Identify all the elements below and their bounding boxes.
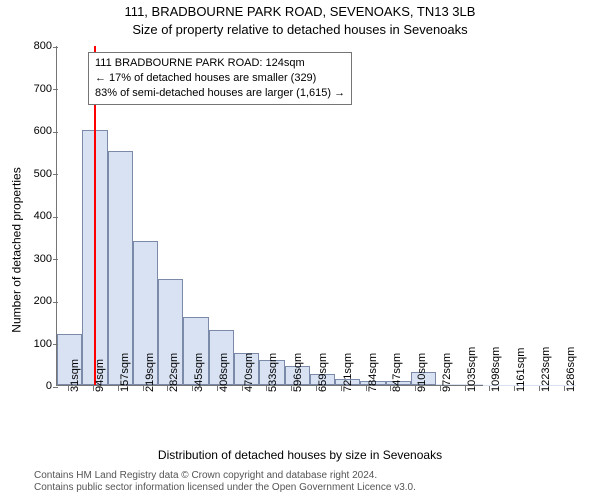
y-tick-label: 0 (24, 381, 52, 392)
y-tick-label: 400 (24, 211, 52, 222)
x-tick-label: 157sqm (119, 353, 131, 392)
x-tick-label: 408sqm (218, 353, 230, 392)
histogram-bar (108, 151, 133, 385)
x-tick-label: 1286sqm (565, 347, 577, 392)
x-tick-label: 1035sqm (466, 347, 478, 392)
footer-attribution: Contains HM Land Registry data © Crown c… (34, 470, 590, 493)
callout-line: 111 BRADBOURNE PARK ROAD: 124sqm (95, 56, 345, 71)
y-tick-label: 100 (24, 339, 52, 350)
x-tick-label: 94sqm (94, 359, 106, 392)
footer-line: Contains public sector information licen… (34, 482, 590, 494)
x-tick-label: 470sqm (243, 353, 255, 392)
chart-container: 111, BRADBOURNE PARK ROAD, SEVENOAKS, TN… (0, 0, 600, 500)
x-tick-label: 31sqm (69, 359, 81, 392)
y-tick-label: 200 (24, 296, 52, 307)
y-axis-label: Number of detached properties (10, 167, 24, 332)
x-tick-label: 533sqm (267, 353, 279, 392)
x-axis-label: Distribution of detached houses by size … (0, 448, 600, 462)
x-tick-label: 1161sqm (515, 348, 527, 392)
x-tick-label: 847sqm (391, 353, 403, 392)
y-tick-label: 500 (24, 169, 52, 180)
x-tick-label: 282sqm (168, 353, 180, 392)
x-tick-label: 1223sqm (540, 347, 552, 392)
x-tick-label: 1098sqm (490, 347, 502, 392)
y-tick-label: 600 (24, 126, 52, 137)
chart-title-line2: Size of property relative to detached ho… (0, 22, 600, 37)
x-tick-label: 972sqm (441, 353, 453, 392)
x-tick-label: 659sqm (317, 353, 329, 392)
y-tick-label: 800 (24, 41, 52, 52)
x-tick-label: 345sqm (193, 353, 205, 392)
x-tick-label: 596sqm (292, 353, 304, 392)
x-tick-label: 784sqm (367, 353, 379, 392)
callout-box: 111 BRADBOURNE PARK ROAD: 124sqm ← 17% o… (88, 52, 352, 105)
footer-line: Contains HM Land Registry data © Crown c… (34, 470, 590, 482)
x-tick-label: 721sqm (342, 353, 354, 392)
chart-title-line1: 111, BRADBOURNE PARK ROAD, SEVENOAKS, TN… (0, 4, 600, 19)
x-tick-label: 219sqm (144, 353, 156, 392)
x-tick-label: 910sqm (416, 353, 428, 392)
y-tick-label: 300 (24, 254, 52, 265)
callout-line: ← 17% of detached houses are smaller (32… (95, 71, 345, 86)
callout-line: 83% of semi-detached houses are larger (… (95, 86, 345, 101)
y-tick-label: 700 (24, 84, 52, 95)
